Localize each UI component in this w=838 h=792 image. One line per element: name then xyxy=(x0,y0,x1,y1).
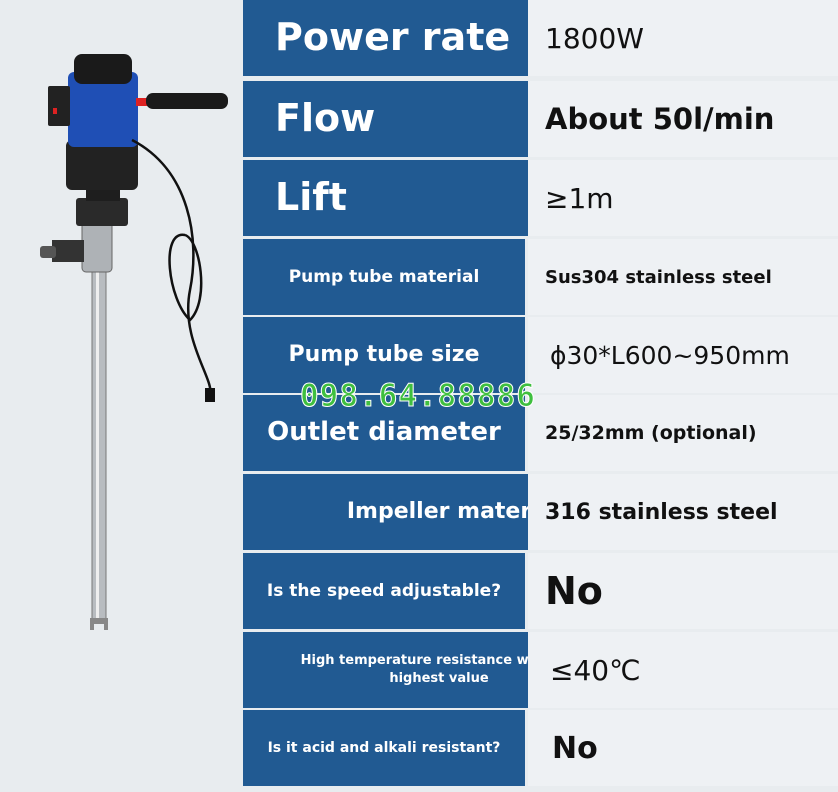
spec-value: No xyxy=(528,553,838,629)
spec-value: No xyxy=(528,710,838,786)
spec-value: 25/32mm (optional) xyxy=(528,395,838,471)
spec-value: ≥1m xyxy=(528,160,838,236)
spec-value: About 50l/min xyxy=(528,81,838,157)
spec-label: Pump tube material xyxy=(243,239,525,315)
spec-row-power-rate: Power rate 1800W xyxy=(243,0,838,76)
spec-row-lift: Lift ≥1m xyxy=(243,160,838,236)
phone-watermark: 098.64.88886 xyxy=(300,378,536,415)
spec-value: Sus304 stainless steel xyxy=(528,239,838,315)
spec-row-max-temperature: High temperature resistance with the hig… xyxy=(243,632,838,708)
spec-label: Power rate xyxy=(243,0,557,76)
drum-pump-image xyxy=(40,54,228,630)
spec-label: Outlet diameter xyxy=(243,395,525,471)
spec-row-impeller-material: Impeller material 316 stainless steel xyxy=(243,474,838,550)
spec-value: ϕ30*L600~950mm xyxy=(528,317,838,393)
spec-row-acid-alkali: Is it acid and alkali resistant? No xyxy=(243,710,838,786)
spec-label: Pump tube size xyxy=(243,317,525,393)
spec-row-pump-tube-material: Pump tube material Sus304 stainless stee… xyxy=(243,239,838,315)
spec-value: 316 stainless steel xyxy=(528,474,838,550)
spec-label: Is the speed adjustable? xyxy=(243,553,525,629)
spec-label: Lift xyxy=(243,160,557,236)
spec-label: Flow xyxy=(243,81,557,157)
spec-row-speed-adjustable: Is the speed adjustable? No xyxy=(243,553,838,629)
spec-row-flow: Flow About 50l/min xyxy=(243,81,838,157)
spec-value: 1800W xyxy=(528,0,838,76)
spec-label: Is it acid and alkali resistant? xyxy=(243,710,525,786)
spec-value: ≤40℃ xyxy=(528,632,838,708)
spec-row-outlet-diameter: Outlet diameter 25/32mm (optional) xyxy=(243,395,838,471)
spec-row-pump-tube-size: Pump tube size ϕ30*L600~950mm xyxy=(243,317,838,393)
